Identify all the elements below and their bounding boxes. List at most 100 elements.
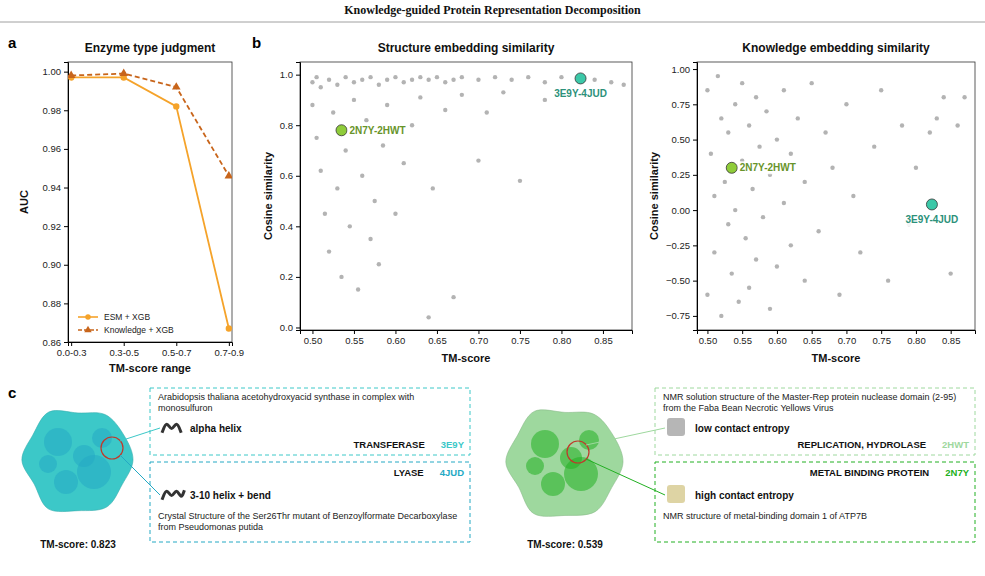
point <box>356 287 360 291</box>
tm-score-label: TM-score: 0.823 <box>40 539 116 550</box>
tick-label: 0.0-0.3 <box>57 347 87 358</box>
tick-mark <box>296 327 300 328</box>
tick: 0.80 <box>907 330 926 346</box>
point <box>460 93 464 97</box>
point <box>476 158 480 162</box>
point <box>851 194 855 198</box>
protein-patch <box>39 455 57 473</box>
point <box>393 75 397 79</box>
tick: 0.2 <box>280 271 300 282</box>
tick: 0.88 <box>43 298 69 309</box>
point <box>319 85 323 89</box>
info-box <box>150 462 470 542</box>
tick-label: 0.50 <box>672 134 691 145</box>
protein-pair: TM-score: 0.539low contact entropy2HWTRE… <box>506 388 975 550</box>
point <box>723 180 727 184</box>
tick: −0.75 <box>666 310 697 321</box>
point <box>719 116 723 120</box>
point <box>327 249 331 253</box>
tick-mark <box>229 342 230 346</box>
label-patch <box>904 213 961 226</box>
pdb-id: 3E9Y <box>441 439 465 450</box>
tick: 0.86 <box>43 337 69 348</box>
tick: 0.25 <box>672 169 698 180</box>
chart-title: Knowledge embedding similarity <box>742 41 930 55</box>
tick: 0.70 <box>838 330 857 346</box>
point <box>768 307 772 311</box>
tick-mark <box>603 330 604 334</box>
tick-mark <box>354 330 355 334</box>
point <box>476 77 480 81</box>
pdb-id: 2N7Y <box>945 467 969 478</box>
point <box>173 103 179 109</box>
text-line: NMR structure of metal-binding domain 1 … <box>663 511 867 521</box>
tick-label: 0.80 <box>553 335 572 346</box>
series-line <box>71 77 229 328</box>
tick-mark <box>64 265 68 266</box>
tick: 0.98 <box>43 105 69 116</box>
tick-label: 0.50 <box>699 335 718 346</box>
tick-mark <box>881 330 882 334</box>
protein-patch <box>526 457 544 475</box>
tick-label: 0.96 <box>43 143 62 154</box>
point <box>543 80 547 84</box>
point <box>858 250 862 254</box>
tick-mark <box>561 330 562 334</box>
axis-title: TM-score <box>812 352 861 364</box>
protein-patch <box>73 445 95 467</box>
tick: 0.0 <box>280 322 300 333</box>
entropy-icon <box>667 418 685 436</box>
tick-label: −0.25 <box>666 240 690 251</box>
marks <box>705 74 967 318</box>
region-marker <box>567 441 589 463</box>
point <box>335 83 339 87</box>
tick-label: 0.60 <box>387 335 406 346</box>
description: NMR solution structure of the Master-Rep… <box>663 392 956 413</box>
tick-mark <box>296 125 300 126</box>
point <box>754 257 758 261</box>
tick: 1.00 <box>672 64 698 75</box>
point <box>730 271 734 275</box>
point <box>526 75 530 79</box>
tick-mark <box>64 303 68 304</box>
tick-label: 0.6 <box>280 170 293 181</box>
tick-mark <box>296 226 300 227</box>
tick-mark <box>693 104 697 105</box>
tick: 0.55 <box>733 330 752 346</box>
text-line: Crystal Structure of the Ser26Thr mutant… <box>158 511 457 521</box>
point <box>364 118 368 122</box>
point <box>327 77 331 81</box>
legend-label: Knowledge + XGB <box>104 325 174 335</box>
axis-title: TM-score range <box>109 362 191 374</box>
plot-frame <box>300 62 632 330</box>
tick-label: −0.50 <box>666 275 690 286</box>
tick-label: 0.75 <box>511 335 530 346</box>
text-line: from the Faba Bean Necrotic Yellows Viru… <box>663 403 834 413</box>
plot-frame <box>697 62 975 330</box>
tick-mark <box>846 330 847 334</box>
tick: 0.50 <box>699 330 718 346</box>
point <box>747 123 751 127</box>
axis-title: Cosine similarity <box>648 151 660 240</box>
point <box>451 77 455 81</box>
point-label: 2N7Y-2HWT <box>740 162 796 173</box>
description: NMR structure of metal-binding domain 1 … <box>663 511 867 521</box>
point <box>501 90 505 94</box>
tick-label: 0.75 <box>872 335 891 346</box>
label-patch <box>348 124 408 137</box>
point <box>935 116 939 120</box>
tick: 0.60 <box>387 330 406 346</box>
tick-mark <box>437 330 438 334</box>
point-label: 3E9Y-4JUD <box>554 88 607 99</box>
tick-label: 0.85 <box>594 335 613 346</box>
axis-line <box>698 331 976 335</box>
point <box>816 229 820 233</box>
tick: 1.0 <box>280 69 300 80</box>
axis: 0.860.880.900.920.940.960.981.00 <box>43 63 69 348</box>
tick-label: 0.75 <box>672 99 691 110</box>
pdb-id: 2HWT <box>942 439 969 450</box>
point <box>518 179 522 183</box>
feature-label: 3-10 helix + bend <box>190 490 271 501</box>
tick-mark <box>296 176 300 177</box>
protein-patch <box>560 447 582 469</box>
